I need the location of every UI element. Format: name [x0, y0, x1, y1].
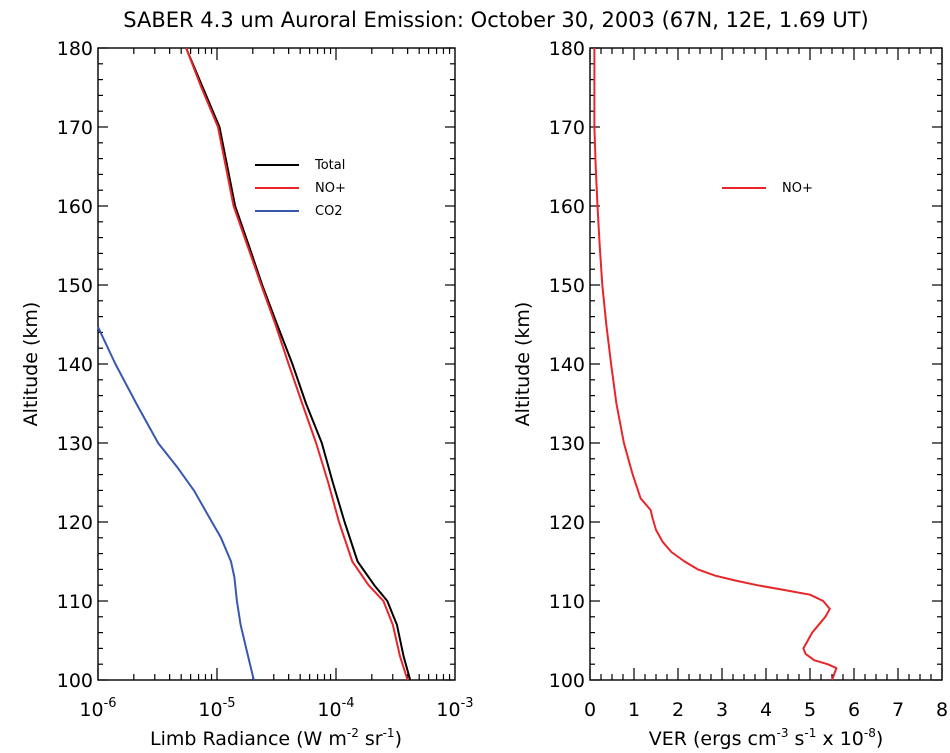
- right-x-tick-label: 1: [628, 699, 640, 721]
- left-y-axis-label: Altitude (km): [20, 302, 42, 427]
- right-y-tick-label: 180: [549, 38, 585, 60]
- right-y-tick-label: 170: [549, 117, 585, 139]
- right-x-tick-label: 6: [848, 699, 860, 721]
- left-x-tick-label: 10-6: [79, 696, 116, 721]
- left-y-tick-label: 130: [57, 433, 93, 455]
- left-y-tick-label: 170: [57, 117, 93, 139]
- right-x-tick-label: 8: [936, 699, 948, 721]
- left-y-tick-label: 160: [57, 196, 93, 218]
- left-x-tick-label: 10-3: [436, 696, 473, 721]
- right-y-tick-label: 110: [549, 591, 585, 613]
- right-legend: NO+: [722, 181, 813, 196]
- left-series-line-no: [185, 47, 409, 681]
- left-legend-label: NO+: [315, 181, 346, 196]
- left-y-tick-label: 150: [57, 275, 93, 297]
- right-plot-frame: [589, 47, 943, 681]
- right-x-tick-label: 3: [716, 699, 728, 721]
- left-y-tick-label: 110: [57, 591, 93, 613]
- right-axis-ticks: 100 110 120 130 140 150 160 170 180 0 1 2 3 4 5 6 7 8: [549, 38, 948, 721]
- right-x-tick-label: 4: [760, 699, 772, 721]
- right-y-tick-label: 140: [549, 354, 585, 376]
- right-series-lines: [593, 48, 838, 681]
- left-legend-label: CO2: [315, 204, 343, 219]
- left-plot-frame: [97, 47, 456, 681]
- right-x-tick-label: 5: [804, 699, 816, 721]
- left-series-lines: [97, 47, 412, 681]
- left-y-tick-label: 100: [57, 670, 93, 692]
- left-legend-label: Total: [314, 158, 345, 173]
- right-y-tick-label: 130: [549, 433, 585, 455]
- right-series-line-no: [593, 48, 838, 681]
- chart-title: SABER 4.3 um Auroral Emission: October 3…: [123, 8, 868, 32]
- left-legend: Total NO+ CO2: [255, 158, 346, 219]
- left-panel-radiance: 100 110 120 130 140 150 160 170 180 10-6 10-5 10-4 1…: [20, 38, 474, 750]
- left-axis-ticks: 100 110 120 130 140 150 160 170 180 10-6 10-5 10-4 1…: [57, 38, 474, 721]
- left-series-line-total: [185, 47, 412, 681]
- right-panel-ver: 100 110 120 130 140 150 160 170 180 0 1 2 3 4 5 6 7 8 NO+…: [512, 38, 948, 750]
- left-y-tick-label: 120: [57, 512, 93, 534]
- left-y-tick-label: 140: [57, 354, 93, 376]
- left-x-axis-label: Limb Radiance (W m-2 sr-1): [150, 726, 402, 750]
- right-x-axis-label: VER (ergs cm-3 s-1 x 10-8): [649, 726, 884, 750]
- right-y-tick-label: 120: [549, 512, 585, 534]
- left-x-tick-label: 10-4: [317, 696, 354, 721]
- right-x-tick-label: 2: [672, 699, 684, 721]
- left-series-line-co2: [97, 326, 255, 681]
- right-x-tick-label: 0: [584, 699, 596, 721]
- right-y-tick-label: 150: [549, 275, 585, 297]
- right-x-tick-label: 7: [892, 699, 904, 721]
- left-y-tick-label: 180: [57, 38, 93, 60]
- right-y-axis-label: Altitude (km): [512, 302, 534, 427]
- right-legend-label: NO+: [782, 181, 813, 196]
- right-y-tick-label: 100: [549, 670, 585, 692]
- left-x-tick-label: 10-5: [198, 696, 235, 721]
- right-y-tick-label: 160: [549, 196, 585, 218]
